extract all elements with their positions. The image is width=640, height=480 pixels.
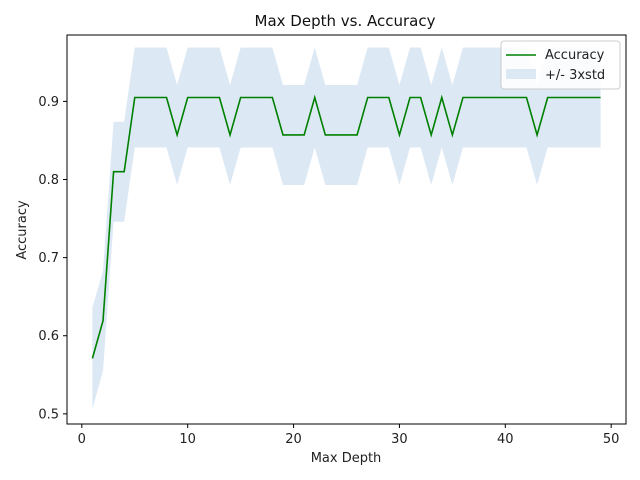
- legend-band-swatch: [506, 69, 536, 79]
- x-tick-label: 10: [179, 432, 196, 447]
- y-tick-label: 0.5: [38, 407, 59, 422]
- legend-label-band: +/- 3xstd: [545, 68, 605, 83]
- axes-frame: [66, 34, 627, 425]
- x-tick-label: 40: [497, 432, 514, 447]
- y-tick-label: 0.6: [38, 329, 59, 344]
- y-axis-label: Accuracy: [15, 200, 30, 260]
- x-tick-label: 50: [603, 432, 620, 447]
- x-axis: 0 10 20 30 40 50: [78, 424, 620, 447]
- plot-area: [91, 47, 601, 410]
- chart-title: Max Depth vs. Accuracy: [255, 12, 436, 30]
- x-tick-label: 20: [285, 432, 302, 447]
- y-tick-label: 0.8: [38, 173, 59, 188]
- x-axis-label: Max Depth: [311, 451, 382, 466]
- x-tick-label: 30: [391, 432, 408, 447]
- x-tick-label: 0: [78, 432, 86, 447]
- y-tick-label: 0.7: [38, 251, 59, 266]
- legend: Accuracy +/- 3xstd: [500, 40, 621, 90]
- y-axis: 0.5 0.6 0.7 0.8 0.9: [38, 95, 67, 422]
- legend-label-accuracy: Accuracy: [545, 48, 605, 63]
- y-tick-label: 0.9: [38, 95, 59, 110]
- std-band: [92, 47, 601, 410]
- accuracy-line: [91, 94, 601, 359]
